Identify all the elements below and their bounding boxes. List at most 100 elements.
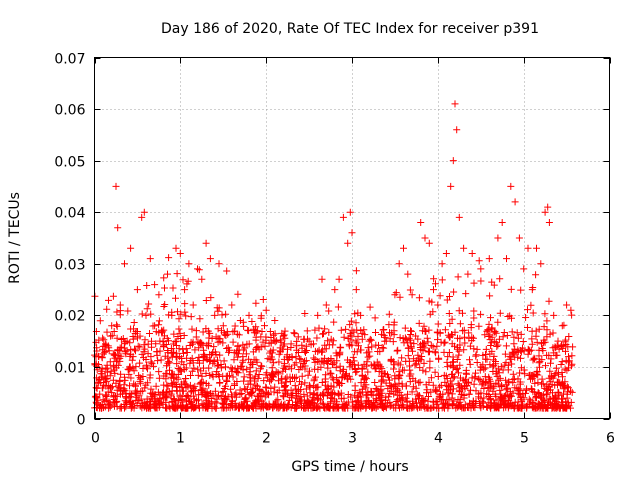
- data-point: [487, 342, 495, 349]
- data-point: [186, 342, 194, 349]
- data-point: [248, 318, 256, 325]
- data-point: [175, 345, 183, 353]
- data-point: [362, 381, 370, 389]
- data-point: [136, 359, 144, 367]
- data-point: [429, 308, 437, 316]
- axis-ticks: 0 0.01 0.02 0.03 0.04 0.05 0.06 0.07 0 1 2 3 4 5 6: [54, 52, 615, 447]
- data-point: [514, 348, 522, 356]
- data-point: [491, 400, 498, 408]
- data-point: [198, 400, 206, 408]
- data-point: [108, 332, 116, 340]
- data-point: [291, 382, 299, 390]
- data-point: [227, 364, 235, 372]
- data-point: [191, 346, 199, 354]
- data-point: [329, 361, 337, 368]
- data-point: [314, 311, 322, 319]
- data-point: [129, 353, 137, 361]
- data-point: [184, 277, 192, 285]
- data-point: [222, 404, 230, 412]
- data-point: [565, 333, 573, 340]
- data-point: [459, 309, 466, 317]
- data-point: [219, 388, 227, 396]
- data-point: [255, 371, 263, 378]
- data-point: [130, 319, 138, 326]
- data-point: [528, 335, 536, 343]
- data-point: [378, 368, 386, 376]
- data-point: [101, 374, 109, 382]
- data-point: [263, 369, 271, 377]
- data-point: [142, 381, 150, 389]
- data-point: [214, 356, 221, 364]
- data-point: [402, 382, 410, 390]
- data-point: [172, 349, 180, 357]
- data-point: [319, 390, 327, 398]
- data-point: [314, 391, 322, 399]
- data-point: [282, 386, 290, 394]
- data-point: [555, 345, 563, 353]
- data-point: [513, 329, 521, 337]
- data-point: [195, 344, 203, 352]
- y-tick-label: 0.01: [54, 361, 85, 377]
- data-point: [270, 402, 278, 410]
- data-point: [477, 310, 485, 318]
- data-point: [257, 314, 265, 322]
- data-point: [432, 349, 440, 357]
- data-point: [524, 324, 531, 331]
- data-point: [285, 363, 293, 371]
- data-point: [378, 389, 386, 397]
- data-point: [535, 325, 543, 333]
- data-point: [95, 353, 103, 361]
- data-point: [102, 393, 110, 400]
- data-point: [347, 317, 355, 325]
- x-tick-label: 1: [176, 431, 185, 447]
- data-point: [561, 383, 569, 391]
- data-point: [245, 311, 253, 319]
- data-point: [111, 369, 119, 377]
- data-point: [119, 335, 127, 342]
- data-point: [132, 347, 139, 355]
- data-point: [146, 330, 153, 337]
- data-point: [281, 327, 289, 335]
- data-point: [436, 292, 444, 300]
- data-point: [511, 198, 519, 206]
- data-point: [390, 361, 398, 369]
- data-point: [506, 355, 514, 363]
- data-point: [135, 397, 143, 404]
- data-point: [194, 357, 202, 364]
- data-point: [157, 356, 165, 364]
- data-point: [543, 390, 551, 398]
- data-point: [112, 182, 120, 190]
- data-point: [551, 343, 559, 351]
- data-point: [349, 353, 357, 361]
- data-point: [488, 325, 496, 333]
- data-point: [366, 335, 374, 343]
- data-point: [507, 285, 515, 293]
- data-point: [484, 326, 492, 334]
- data-point: [195, 266, 203, 274]
- data-point: [563, 390, 571, 398]
- data-point: [310, 340, 317, 348]
- data-point: [175, 315, 183, 323]
- data-point: [362, 362, 370, 370]
- data-point: [324, 357, 332, 365]
- data-point: [346, 321, 354, 329]
- data-point: [413, 403, 421, 411]
- data-point: [463, 370, 470, 378]
- chart-title: Day 186 of 2020, Rate Of TEC Index for r…: [161, 21, 539, 37]
- data-point: [173, 270, 181, 278]
- data-point: [161, 284, 168, 292]
- data-point: [529, 309, 537, 317]
- data-point: [351, 391, 359, 399]
- data-point: [103, 368, 111, 376]
- data-point: [239, 358, 247, 366]
- data-point: [305, 337, 313, 345]
- data-point: [160, 326, 168, 334]
- data-point: [125, 394, 133, 402]
- data-point: [151, 400, 159, 408]
- data-point: [107, 383, 115, 391]
- data-point: [461, 382, 468, 390]
- data-point: [519, 338, 527, 345]
- data-point: [516, 369, 524, 377]
- data-point: [354, 397, 362, 405]
- data-point: [294, 333, 302, 341]
